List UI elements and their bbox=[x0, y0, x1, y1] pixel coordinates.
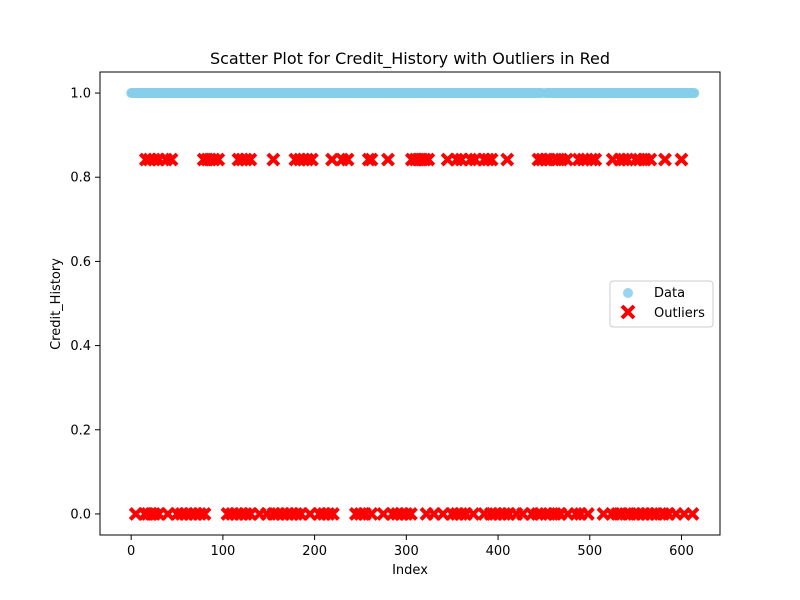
data-series bbox=[126, 88, 700, 99]
y-tick-label: 0.4 bbox=[70, 339, 91, 354]
legend-outliers-label: Outliers bbox=[654, 306, 705, 321]
outlier-point bbox=[364, 152, 379, 167]
outlier-point bbox=[588, 152, 603, 167]
legend-data-marker bbox=[623, 288, 633, 298]
outlier-point bbox=[243, 152, 258, 167]
plot-frame bbox=[99, 71, 721, 536]
y-tick-label: 0.8 bbox=[70, 171, 91, 186]
y-tick-label: 0.6 bbox=[70, 255, 91, 270]
outlier-point bbox=[658, 152, 672, 167]
outlier-point bbox=[364, 507, 379, 521]
outlier-point bbox=[481, 152, 495, 167]
x-tick-label: 600 bbox=[669, 544, 694, 559]
outlier-point bbox=[643, 152, 658, 167]
x-tick-label: 100 bbox=[210, 544, 235, 559]
x-tick-label: 300 bbox=[394, 544, 419, 559]
outlier-point bbox=[326, 507, 340, 521]
legend-outliers-marker bbox=[620, 304, 636, 320]
outlier-point bbox=[197, 507, 212, 521]
legend: Data Outliers bbox=[609, 280, 714, 328]
outlier-point bbox=[404, 507, 418, 521]
outlier-point bbox=[266, 152, 281, 167]
y-tick-label: 0.0 bbox=[70, 507, 91, 522]
y-axis-label: Credit_History bbox=[49, 258, 64, 350]
outlier-point bbox=[421, 152, 436, 167]
outlier-point bbox=[484, 152, 499, 167]
outliers-series bbox=[128, 152, 700, 521]
outlier-point bbox=[500, 152, 515, 167]
legend-box bbox=[609, 280, 714, 328]
outlier-point bbox=[685, 507, 700, 521]
outlier-point bbox=[616, 152, 631, 167]
x-axis-label: Index bbox=[392, 563, 428, 578]
chart-title: Scatter Plot for Credit_History with Out… bbox=[210, 49, 610, 69]
x-tick-label: 400 bbox=[486, 544, 511, 559]
outlier-point bbox=[164, 152, 179, 167]
outlier-point bbox=[559, 152, 574, 167]
y-axis-ticks: 0.0 0.2 0.4 0.6 0.8 1.0 bbox=[70, 87, 100, 522]
y-tick-label: 1.0 bbox=[70, 87, 91, 102]
outlier-point bbox=[466, 507, 481, 521]
data-point bbox=[689, 88, 700, 99]
outlier-point bbox=[581, 507, 595, 521]
y-tick-label: 0.2 bbox=[70, 423, 91, 438]
outlier-point bbox=[381, 152, 395, 167]
outlier-point bbox=[340, 152, 355, 167]
x-tick-label: 500 bbox=[577, 544, 602, 559]
outlier-point bbox=[674, 152, 689, 167]
x-tick-label: 200 bbox=[302, 544, 327, 559]
x-axis-ticks: 0 100 200 300 400 500 600 bbox=[127, 535, 694, 559]
x-tick-label: 0 bbox=[127, 544, 135, 559]
outlier-point bbox=[211, 152, 226, 167]
legend-data-label: Data bbox=[654, 286, 685, 301]
outlier-point bbox=[304, 152, 319, 167]
outlier-point bbox=[417, 152, 432, 167]
outlier-point bbox=[584, 152, 599, 167]
